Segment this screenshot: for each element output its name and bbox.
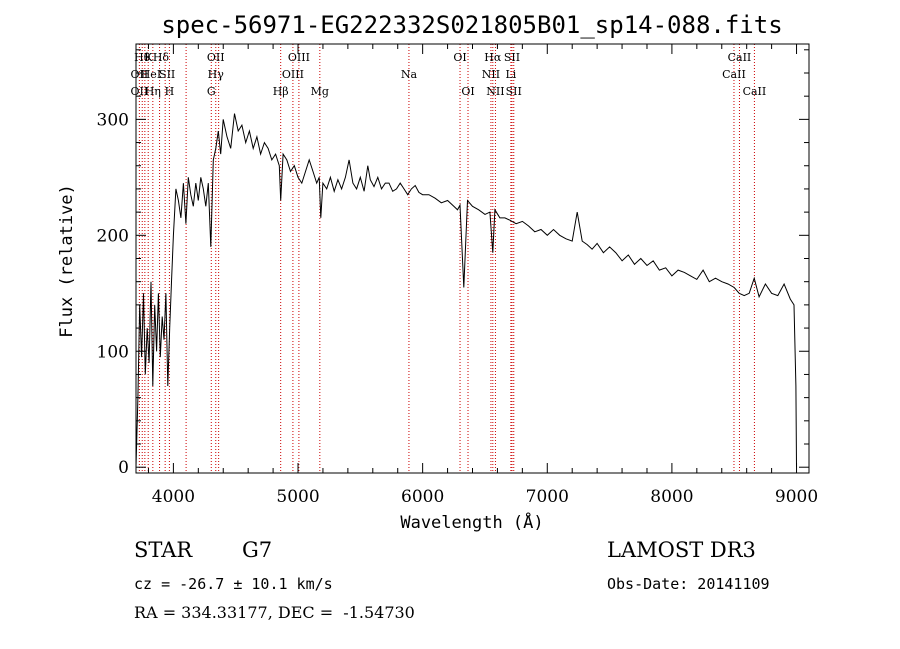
line-marker-label: CaII: [722, 68, 746, 81]
line-marker-label: SII: [504, 51, 520, 64]
line-marker-label: Hη: [145, 85, 161, 98]
line-marker-label: Li: [505, 68, 516, 81]
obs-date: Obs-Date: 20141109: [607, 575, 770, 593]
line-marker-label: H: [165, 85, 175, 98]
line-marker-label: OII: [207, 51, 225, 64]
line-markers: [138, 44, 755, 473]
line-marker-label: Hθ: [134, 51, 151, 64]
object-subclass: G7: [242, 538, 273, 562]
y-tick-label: 300: [97, 110, 129, 130]
x-tick-label: 9000: [775, 487, 818, 507]
y-axis-title: Flux (relative): [57, 184, 77, 338]
spectrum-line: [135, 113, 797, 468]
x-tick-label: 6000: [401, 487, 444, 507]
line-marker-label: OIII: [282, 68, 304, 81]
spectrum-series: [135, 113, 797, 468]
line-marker-label: OI: [453, 51, 466, 64]
line-marker-label: OII: [131, 68, 149, 81]
chart-title: spec-56971-EG222332S021805B01_sp14-088.f…: [161, 11, 782, 39]
line-marker-label: SII: [506, 85, 522, 98]
y-tick-label: 100: [97, 342, 129, 362]
line-marker-label: K: [144, 51, 153, 64]
plot-frame: [135, 43, 810, 474]
line-marker-label: OIII: [288, 51, 310, 64]
line-marker-label: G: [207, 85, 216, 98]
coordinates: RA = 334.33177, DEC = -1.54730: [134, 603, 415, 622]
line-marker-label: NII: [482, 68, 500, 81]
line-marker-label: OI: [461, 85, 474, 98]
x-tick-label: 5000: [276, 487, 319, 507]
line-marker-label: Na: [401, 68, 418, 81]
line-marker-label: Hγ: [208, 68, 225, 81]
line-marker-label: Hβ: [273, 85, 289, 98]
x-tick-label: 4000: [152, 487, 195, 507]
survey-label: LAMOST DR3: [607, 538, 756, 562]
x-tick-label: 7000: [526, 487, 569, 507]
object-class: STAR: [134, 538, 193, 562]
y-tick-label: 200: [97, 226, 129, 246]
y-tick-label: 0: [118, 458, 129, 478]
x-axis-title: Wavelength (Å): [400, 511, 543, 533]
line-marker-label: CaII: [728, 51, 752, 64]
line-marker-label: Mg: [311, 85, 329, 98]
x-tick-label: 8000: [650, 487, 693, 507]
line-marker-label: SII: [159, 68, 175, 81]
axis-ticks: 4000 5000 6000 7000 8000 9000 0 100 200 300: [97, 44, 818, 507]
line-marker-label: HeI: [141, 68, 161, 81]
line-marker-label: Hα: [484, 51, 502, 64]
line-marker-label: OII: [131, 85, 149, 98]
line-marker-label: NII: [486, 85, 504, 98]
redshift-text: cz = -26.7 ± 10.1 km/s: [134, 575, 333, 593]
line-marker-label: Hδ: [153, 51, 170, 64]
line-marker-label: CaII: [743, 85, 767, 98]
